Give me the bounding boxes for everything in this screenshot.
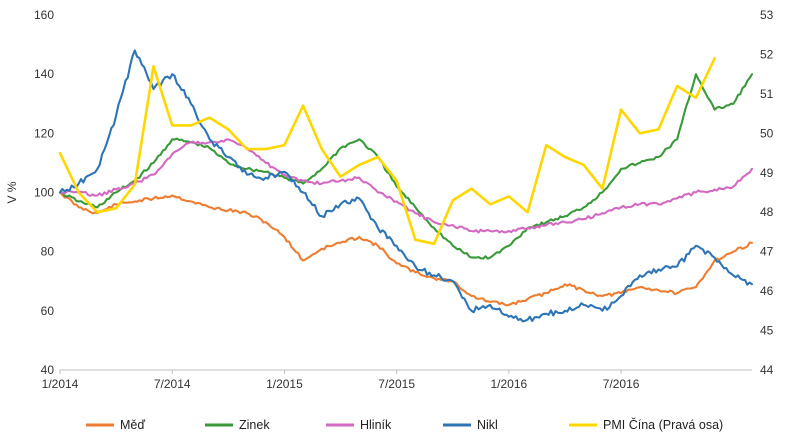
legend: Měď Zinek Hliník Nikl PMI Čína (Pravá osa) bbox=[86, 417, 723, 432]
y-axis-label: V % bbox=[5, 181, 19, 203]
legend-label: Zinek bbox=[239, 418, 270, 432]
series-line-copper bbox=[58, 191, 754, 307]
right-axis-ticks: 44 45 46 47 48 49 50 51 52 53 bbox=[760, 8, 774, 377]
series-line-nickel bbox=[58, 49, 754, 323]
left-axis-ticks: 40 60 80 100 120 140 160 bbox=[34, 8, 54, 377]
x-axis-ticks: 1/2014 7/2014 1/2015 7/2015 1/2016 7/2016 bbox=[42, 370, 640, 391]
legend-item-zinc: Zinek bbox=[205, 418, 270, 432]
legend-label: Hliník bbox=[360, 418, 392, 432]
series-line-pmi-china bbox=[58, 57, 716, 246]
y-tick-label: 160 bbox=[34, 8, 54, 22]
x-tick-label: 7/2016 bbox=[603, 377, 640, 391]
legend-label: PMI Čína (Pravá osa) bbox=[603, 417, 723, 432]
legend-item-pmi-china: PMI Čína (Pravá osa) bbox=[569, 417, 723, 432]
x-tick-label: 1/2016 bbox=[491, 377, 528, 391]
series-line-zinc bbox=[58, 73, 754, 260]
series-line-aluminium bbox=[58, 138, 754, 234]
y2-tick-label: 53 bbox=[760, 8, 774, 22]
y2-tick-label: 44 bbox=[760, 363, 774, 377]
y2-tick-label: 51 bbox=[760, 87, 774, 101]
series-layer bbox=[58, 49, 754, 323]
legend-item-copper: Měď bbox=[86, 418, 145, 432]
legend-item-nickel: Nikl bbox=[443, 418, 498, 432]
legend-label: Měď bbox=[120, 418, 145, 432]
y2-tick-label: 47 bbox=[760, 245, 774, 259]
y-tick-label: 40 bbox=[41, 363, 55, 377]
y-tick-label: 120 bbox=[34, 126, 54, 140]
legend-label: Nikl bbox=[477, 418, 498, 432]
x-tick-label: 7/2014 bbox=[154, 377, 191, 391]
y2-tick-label: 52 bbox=[760, 47, 774, 61]
y-tick-label: 80 bbox=[41, 245, 55, 259]
y-tick-label: 60 bbox=[41, 304, 55, 318]
x-tick-label: 1/2014 bbox=[42, 377, 79, 391]
y2-tick-label: 46 bbox=[760, 284, 774, 298]
x-tick-label: 1/2015 bbox=[266, 377, 303, 391]
y-tick-label: 140 bbox=[34, 67, 54, 81]
legend-item-aluminium: Hliník bbox=[326, 418, 392, 432]
y2-tick-label: 45 bbox=[760, 324, 774, 338]
y2-tick-label: 50 bbox=[760, 126, 774, 140]
x-tick-label: 7/2015 bbox=[378, 377, 415, 391]
y2-tick-label: 49 bbox=[760, 166, 774, 180]
y-tick-label: 100 bbox=[34, 186, 54, 200]
y2-tick-label: 48 bbox=[760, 205, 774, 219]
